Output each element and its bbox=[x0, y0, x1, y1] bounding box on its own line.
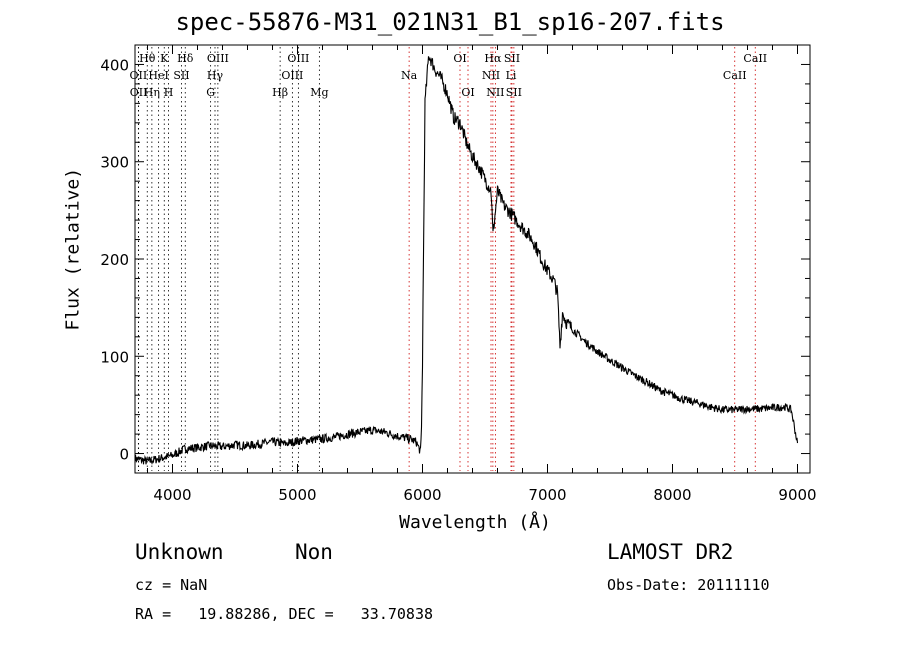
spectral-line-label: K bbox=[160, 52, 169, 65]
spectral-line-label: CaII bbox=[723, 69, 747, 82]
spectral-line-label: OI bbox=[461, 86, 474, 99]
spectral-line-label: OIII bbox=[287, 52, 309, 65]
sky-coordinates: RA = 19.88286, DEC = 33.70838 bbox=[135, 605, 434, 623]
survey-name: LAMOST DR2 bbox=[607, 540, 734, 564]
spectral-line-label: Na bbox=[401, 69, 418, 82]
object-subclass: Non bbox=[295, 540, 333, 564]
redshift-value: cz = NaN bbox=[135, 576, 208, 594]
spectral-line-label: OII bbox=[130, 69, 148, 82]
spectral-line-label: CaII bbox=[743, 52, 767, 65]
spectral-line-label: OII bbox=[130, 86, 148, 99]
spectral-line-label: Li bbox=[506, 69, 517, 82]
spectrum-line bbox=[134, 56, 799, 465]
x-tick-label: 5000 bbox=[278, 486, 316, 504]
y-tick-label: 0 bbox=[119, 446, 129, 464]
x-tick-label: 7000 bbox=[528, 486, 566, 504]
spectral-line-label: Hγ bbox=[207, 69, 224, 82]
spectral-line-label: Mg bbox=[310, 86, 328, 99]
spectral-line-markers bbox=[137, 47, 756, 471]
x-tick-label: 4000 bbox=[153, 486, 191, 504]
object-class: Unknown bbox=[135, 540, 224, 564]
spectral-line-label: SII bbox=[506, 86, 522, 99]
spectral-line-label: G bbox=[206, 86, 215, 99]
y-tick-label: 300 bbox=[100, 154, 129, 172]
observation-date: Obs-Date: 20111110 bbox=[607, 576, 770, 594]
y-axis-label: Flux (relative) bbox=[62, 167, 84, 331]
spectral-line-label: Hθ bbox=[139, 52, 156, 65]
spectral-line-label: Hβ bbox=[272, 86, 288, 99]
spectral-line-label: Hη bbox=[144, 86, 160, 99]
x-tick-label: 6000 bbox=[403, 486, 441, 504]
spectral-line-label: NII bbox=[486, 86, 504, 99]
chart-title: spec-55876-M31_021N31_B1_sp16-207.fits bbox=[175, 8, 725, 36]
axes: 4000 5000 6000 7000 8000 9000 0 100 200 300 400 bbox=[100, 44, 817, 504]
y-tick-label: 400 bbox=[100, 56, 129, 74]
x-axis-label: Wavelength (Å) bbox=[399, 512, 551, 533]
spectral-line-label: OIII bbox=[281, 69, 303, 82]
spectral-line-label: H bbox=[164, 86, 174, 99]
spectral-line-label: OIII bbox=[207, 52, 229, 65]
x-tick-label: 9000 bbox=[778, 486, 816, 504]
spectral-line-label: Hδ bbox=[177, 52, 194, 65]
y-tick-label: 200 bbox=[100, 251, 129, 269]
x-tick-label: 8000 bbox=[653, 486, 691, 504]
spectral-line-label: SII bbox=[504, 52, 520, 65]
plot-frame bbox=[134, 44, 811, 474]
spectral-line-label: HeI bbox=[148, 69, 168, 82]
spectral-line-label: Hα bbox=[484, 52, 502, 65]
spectral-line-label: NII bbox=[482, 69, 500, 82]
spectral-line-label: OI bbox=[453, 52, 466, 65]
spectral-line-label: SII bbox=[173, 69, 189, 82]
y-tick-label: 100 bbox=[100, 348, 129, 366]
